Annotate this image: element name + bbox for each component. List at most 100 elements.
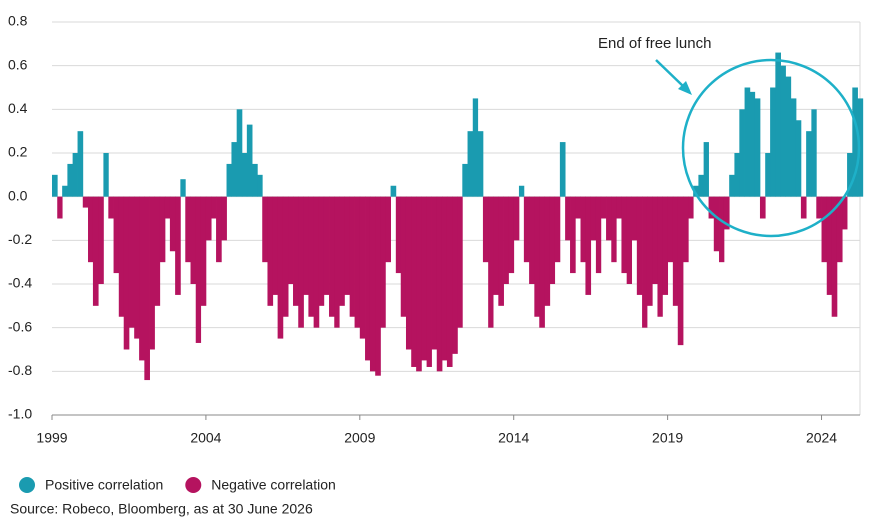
area-bar bbox=[180, 179, 186, 197]
area-bar bbox=[369, 196, 376, 372]
area-bar bbox=[67, 163, 74, 197]
area-bar bbox=[395, 196, 402, 274]
area-bar bbox=[221, 196, 227, 241]
area-bar bbox=[677, 196, 684, 346]
area-bar bbox=[683, 196, 689, 263]
area-bar bbox=[149, 196, 155, 350]
area-bar bbox=[164, 196, 171, 219]
area-bar bbox=[549, 196, 556, 284]
area-bar bbox=[518, 185, 525, 197]
area-bar bbox=[765, 153, 771, 197]
area-bar bbox=[575, 196, 581, 219]
area-bar bbox=[723, 196, 730, 230]
area-bar bbox=[175, 196, 181, 295]
area-bar bbox=[626, 196, 633, 284]
area-bar bbox=[190, 196, 197, 284]
plot-area: -1.0 -0.8 -0.6 -0.4 -0.2 0.0 0.2 0.4 0.6 0.8 1999 2… bbox=[8, 13, 864, 446]
area-bar bbox=[72, 153, 78, 197]
area-bar bbox=[595, 196, 602, 274]
area-bar bbox=[365, 196, 371, 361]
area-bar bbox=[200, 196, 207, 306]
area-bar bbox=[113, 196, 120, 274]
area-bar bbox=[544, 196, 551, 306]
area-bar bbox=[405, 196, 412, 350]
x-tick-label: 2009 bbox=[344, 430, 375, 446]
area-bar bbox=[308, 196, 315, 317]
area-bar bbox=[498, 196, 504, 306]
area-bar bbox=[313, 196, 320, 328]
area-bar bbox=[800, 196, 807, 219]
area-bar bbox=[246, 124, 253, 197]
area-bar bbox=[759, 196, 766, 219]
area-bar bbox=[441, 196, 448, 361]
area-bar bbox=[400, 196, 407, 317]
area-bar bbox=[195, 196, 202, 343]
area-bar bbox=[570, 196, 576, 274]
area-bar bbox=[662, 196, 669, 295]
area-bar bbox=[57, 196, 63, 219]
y-tick-label: 0.0 bbox=[8, 187, 28, 203]
area-bar bbox=[241, 153, 248, 197]
area-bar bbox=[652, 196, 658, 284]
area-bar bbox=[88, 196, 94, 263]
arrow-head bbox=[678, 81, 692, 95]
area-bar bbox=[559, 142, 566, 197]
area-bar bbox=[667, 196, 674, 263]
area-bar bbox=[216, 196, 222, 263]
area-bar bbox=[790, 98, 797, 197]
area-bar bbox=[831, 196, 838, 317]
area-bar bbox=[775, 52, 781, 197]
area-bar bbox=[257, 174, 263, 197]
area-bar bbox=[744, 87, 751, 197]
y-tick-label: 0.6 bbox=[8, 56, 28, 72]
area-bar bbox=[467, 131, 474, 197]
area-bar bbox=[354, 196, 361, 328]
area-bar bbox=[719, 196, 725, 263]
area-bar bbox=[82, 196, 89, 208]
area-bar bbox=[857, 98, 864, 197]
area-bar bbox=[847, 153, 853, 197]
area-bar bbox=[565, 196, 571, 241]
area-bar bbox=[713, 196, 720, 252]
area-bar bbox=[421, 196, 428, 361]
area-bar bbox=[211, 196, 217, 219]
area-bar bbox=[606, 196, 612, 241]
area-bar bbox=[780, 65, 786, 197]
legend-swatch bbox=[185, 477, 202, 493]
area-bar bbox=[631, 196, 638, 241]
area-bar bbox=[795, 120, 802, 197]
area-bar bbox=[62, 185, 68, 197]
area-bar bbox=[77, 131, 84, 197]
y-tick-label: -0.2 bbox=[8, 231, 32, 247]
area-bar bbox=[534, 196, 540, 317]
area-bar bbox=[616, 196, 622, 219]
area-bar bbox=[298, 196, 304, 328]
area-bar bbox=[123, 196, 130, 350]
x-tick-label: 2014 bbox=[498, 430, 529, 446]
area-bar bbox=[380, 196, 386, 328]
area-bar bbox=[513, 196, 520, 241]
area-bar bbox=[488, 196, 494, 328]
area-bar bbox=[646, 196, 653, 306]
area-bar bbox=[416, 196, 422, 372]
area-bar bbox=[282, 196, 289, 317]
area-bar bbox=[472, 98, 479, 197]
area-bar bbox=[493, 196, 499, 295]
area-bar bbox=[226, 163, 232, 197]
area-bar bbox=[154, 196, 161, 306]
area-bar bbox=[852, 87, 858, 197]
x-tick-label: 2024 bbox=[806, 430, 837, 446]
area-bar bbox=[462, 163, 468, 197]
area-bar bbox=[749, 91, 756, 197]
area-bar bbox=[580, 196, 586, 263]
area-bar bbox=[729, 174, 735, 197]
area-bar bbox=[277, 196, 284, 339]
area-bar bbox=[185, 196, 191, 263]
area-bar bbox=[508, 196, 515, 274]
area-bar bbox=[770, 87, 776, 197]
area-bar bbox=[482, 196, 489, 263]
area-bar bbox=[267, 196, 274, 306]
area-bar bbox=[672, 196, 679, 306]
area-bar bbox=[344, 196, 351, 295]
x-tick-label: 2019 bbox=[652, 430, 683, 446]
